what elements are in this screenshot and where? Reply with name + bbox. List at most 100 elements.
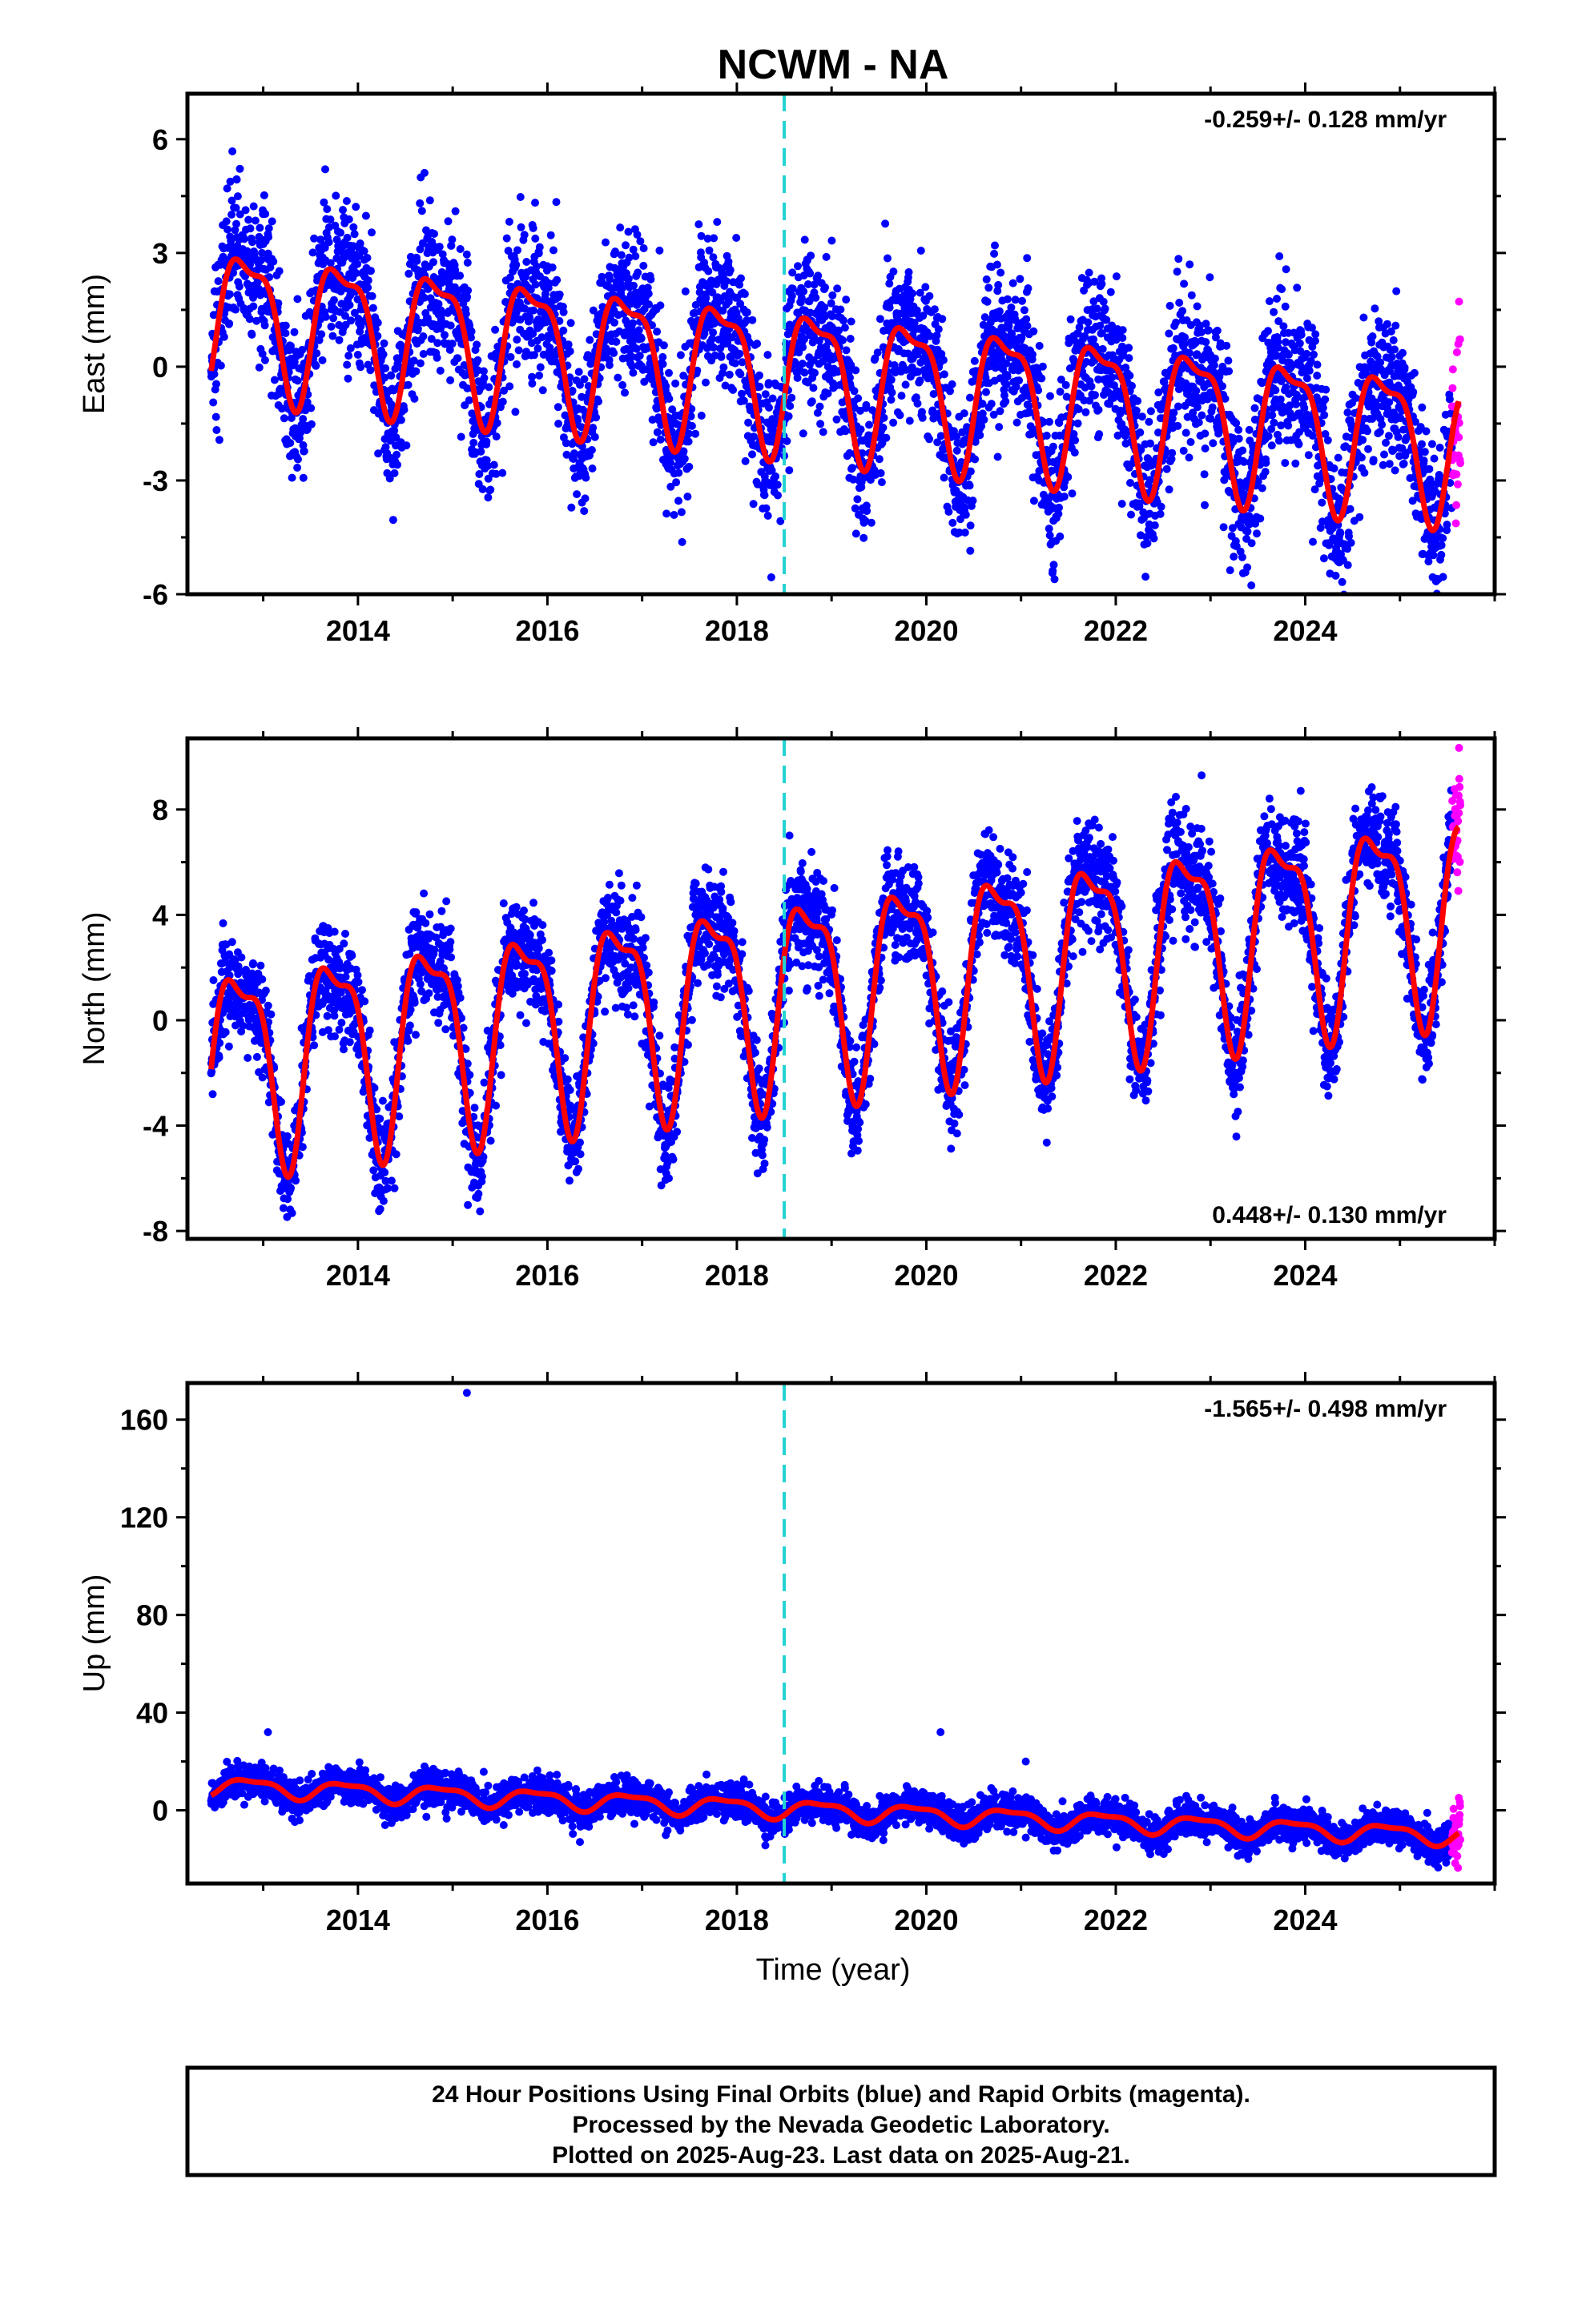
final-orbit-point bbox=[934, 325, 943, 334]
final-orbit-point bbox=[1400, 364, 1409, 372]
final-orbit-point bbox=[248, 238, 256, 247]
final-orbit-point bbox=[925, 292, 934, 300]
final-orbit-point bbox=[1071, 436, 1080, 444]
final-orbit-point bbox=[1279, 322, 1288, 331]
final-orbit-point bbox=[1172, 318, 1180, 327]
final-orbit-point bbox=[281, 329, 290, 338]
final-orbit-point bbox=[697, 412, 706, 420]
final-orbit-point bbox=[1270, 418, 1278, 427]
final-orbit-point bbox=[227, 211, 236, 219]
final-orbit-point bbox=[1037, 374, 1046, 383]
final-orbit-point bbox=[303, 398, 312, 407]
final-orbit-point bbox=[1095, 430, 1104, 439]
rapid-orbit-point bbox=[1456, 459, 1465, 468]
final-orbit-point bbox=[390, 468, 399, 477]
final-orbit-point bbox=[522, 258, 531, 266]
final-orbit-point bbox=[966, 546, 975, 555]
final-orbit-point bbox=[627, 352, 636, 361]
final-orbit-point bbox=[1145, 417, 1153, 426]
final-orbit-point bbox=[1089, 335, 1098, 344]
final-orbit-point bbox=[363, 254, 372, 262]
final-orbit-point bbox=[576, 380, 584, 389]
final-orbit-point bbox=[799, 429, 807, 438]
final-orbit-point bbox=[429, 258, 437, 267]
final-orbit-point bbox=[532, 262, 541, 271]
final-orbit-point bbox=[589, 306, 598, 315]
final-orbit-point bbox=[437, 324, 445, 333]
final-orbit-point bbox=[388, 516, 397, 525]
final-orbit-point bbox=[335, 336, 344, 344]
final-orbit-point bbox=[235, 210, 244, 219]
final-orbit-point bbox=[1391, 466, 1399, 475]
data-points bbox=[207, 147, 1465, 594]
final-orbit-point bbox=[1304, 451, 1313, 460]
final-orbit-point bbox=[484, 493, 493, 502]
final-orbit-point bbox=[456, 245, 465, 253]
final-orbit-point bbox=[258, 1073, 267, 1082]
final-orbit-point bbox=[762, 504, 771, 513]
final-orbit-point bbox=[283, 1132, 292, 1140]
final-orbit-point bbox=[255, 284, 264, 293]
final-orbit-point bbox=[392, 433, 401, 442]
final-orbit-point bbox=[534, 249, 543, 258]
final-orbit-point bbox=[676, 351, 685, 360]
final-orbit-point bbox=[939, 356, 948, 364]
final-orbit-point bbox=[287, 342, 295, 350]
final-orbit-point bbox=[901, 380, 910, 389]
final-orbit-point bbox=[629, 368, 638, 377]
final-orbit-point bbox=[832, 415, 841, 424]
final-orbit-point bbox=[755, 382, 764, 391]
final-orbit-point bbox=[670, 511, 678, 519]
final-orbit-point bbox=[529, 329, 537, 338]
final-orbit-point bbox=[1363, 427, 1371, 436]
final-orbit-point bbox=[413, 256, 421, 265]
final-orbit-point bbox=[713, 218, 722, 227]
final-orbit-point bbox=[287, 414, 296, 422]
final-orbit-point bbox=[635, 352, 644, 360]
final-orbit-point bbox=[764, 379, 773, 388]
final-orbit-point bbox=[794, 262, 802, 271]
final-orbit-point bbox=[614, 373, 622, 382]
final-orbit-point bbox=[436, 366, 445, 375]
final-orbit-point bbox=[822, 252, 831, 261]
final-orbit-point bbox=[473, 356, 482, 364]
final-orbit-point bbox=[537, 333, 546, 342]
final-orbit-point bbox=[732, 234, 741, 242]
final-orbit-point bbox=[1094, 405, 1103, 414]
final-orbit-point bbox=[1180, 279, 1189, 288]
final-orbit-point bbox=[324, 238, 333, 247]
final-orbit-point bbox=[993, 452, 1002, 461]
final-orbit-point bbox=[1265, 297, 1274, 306]
final-orbit-point bbox=[1143, 539, 1152, 548]
final-orbit-point bbox=[281, 321, 290, 330]
final-orbit-point bbox=[944, 508, 953, 516]
final-orbit-point bbox=[644, 289, 653, 298]
final-orbit-point bbox=[679, 372, 688, 380]
y-tick-label: -3 bbox=[143, 464, 168, 497]
final-orbit-point bbox=[1311, 330, 1320, 339]
final-orbit-point bbox=[237, 953, 246, 962]
final-orbit-point bbox=[847, 317, 855, 326]
final-orbit-point bbox=[904, 267, 913, 276]
final-orbit-point bbox=[419, 350, 428, 358]
final-orbit-point bbox=[1045, 417, 1053, 426]
final-orbit-point bbox=[1262, 459, 1270, 467]
final-orbit-point bbox=[1371, 304, 1379, 313]
final-orbit-point bbox=[387, 372, 396, 380]
final-orbit-point bbox=[1430, 454, 1439, 463]
final-orbit-point bbox=[209, 976, 218, 984]
final-orbit-point bbox=[646, 275, 655, 283]
final-orbit-point bbox=[409, 356, 418, 365]
final-orbit-point bbox=[574, 416, 582, 425]
final-orbit-point bbox=[368, 228, 376, 237]
final-orbit-point bbox=[380, 339, 388, 348]
final-orbit-point bbox=[1330, 464, 1338, 472]
final-orbit-point bbox=[605, 360, 614, 369]
final-orbit-point bbox=[546, 231, 555, 239]
final-orbit-point bbox=[839, 316, 847, 325]
final-orbit-point bbox=[1284, 421, 1293, 430]
final-orbit-point bbox=[326, 259, 335, 267]
final-orbit-point bbox=[1198, 411, 1206, 420]
final-orbit-point bbox=[815, 402, 824, 411]
final-orbit-point bbox=[444, 217, 453, 226]
